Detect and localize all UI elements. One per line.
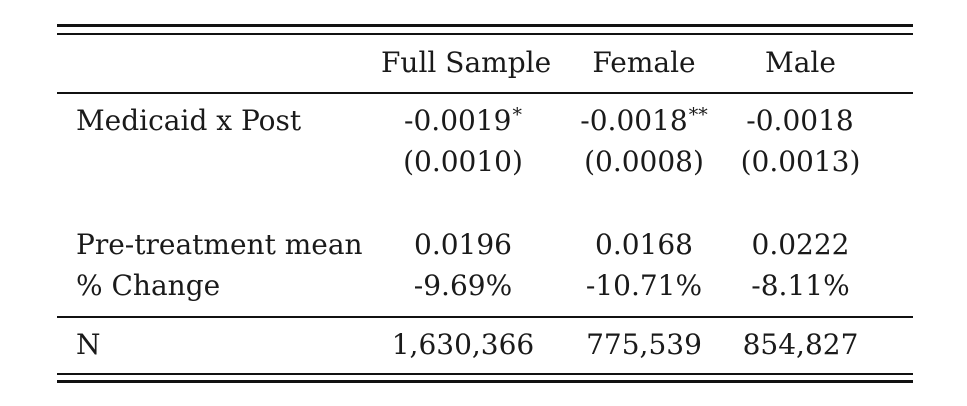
n-female: 775,539 (586, 328, 702, 361)
pct-change-full-sample: -9.69% (413, 269, 513, 302)
coef-value: -0.0019 (404, 104, 512, 137)
n-male: 854,827 (742, 328, 859, 361)
mean-female: 0.0168 (595, 228, 693, 261)
n-full-sample: 1,630,366 (391, 328, 535, 361)
significance-stars: * (512, 104, 522, 126)
header-rule (57, 92, 913, 94)
bottom-rule-1 (57, 373, 913, 375)
row-label-medicaid-post: Medicaid x Post (76, 104, 302, 137)
row-label-pct-change: % Change (76, 269, 221, 302)
coef-value: -0.0018 (746, 104, 854, 137)
coef-value: -0.0018 (580, 104, 688, 137)
pct-change-male: -8.11% (751, 269, 850, 302)
header-female: Female (592, 46, 696, 79)
mean-full-sample: 0.0196 (414, 228, 512, 261)
coef-full-sample: -0.0019* (381, 104, 545, 141)
row-label-n: N (76, 328, 101, 361)
header-male: Male (765, 46, 836, 79)
coef-female: -0.0018** (577, 104, 711, 141)
significance-stars: ** (688, 104, 708, 126)
top-rule-1 (57, 24, 913, 27)
se-female: (0.0008) (584, 145, 704, 178)
bottom-rule-2 (57, 380, 913, 383)
header-full-sample: Full Sample (381, 46, 552, 79)
mean-male: 0.0222 (751, 228, 850, 261)
top-rule-2 (57, 33, 913, 35)
mid-rule (57, 316, 913, 318)
se-male: (0.0013) (740, 145, 861, 178)
pct-change-female: -10.71% (585, 269, 703, 302)
se-full-sample: (0.0010) (403, 145, 523, 178)
coef-male: -0.0018 (740, 104, 861, 141)
row-label-pretreatment-mean: Pre-treatment mean (76, 228, 363, 261)
